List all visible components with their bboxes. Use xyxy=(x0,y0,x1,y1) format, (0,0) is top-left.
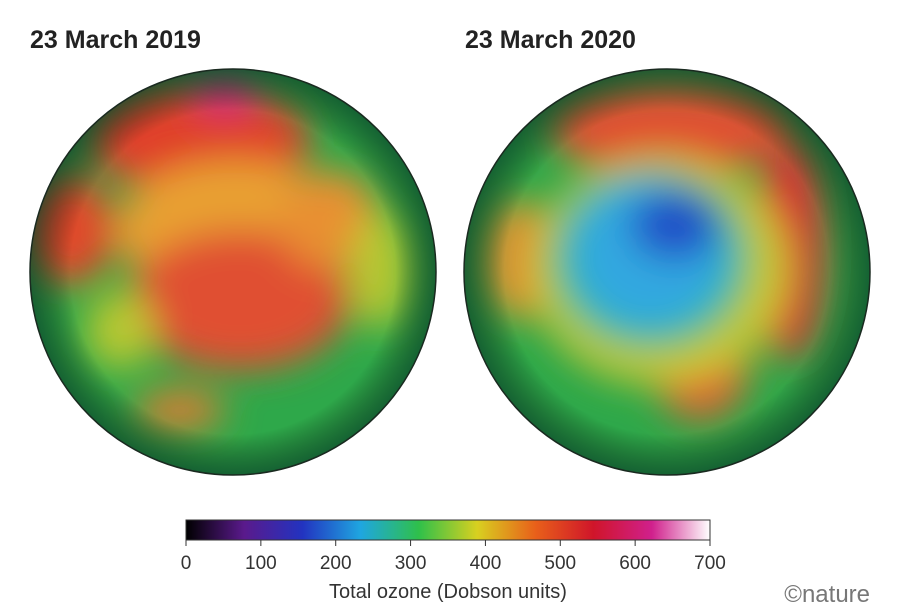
colorbar xyxy=(185,519,711,541)
globe-outline xyxy=(463,68,871,476)
panel-title: 23 March 2020 xyxy=(465,26,636,54)
tick-label: 700 xyxy=(694,553,726,574)
tick-label: 500 xyxy=(544,553,576,574)
tick-label: 600 xyxy=(619,553,651,574)
panel-title: 23 March 2019 xyxy=(30,26,201,54)
tick-label: 400 xyxy=(470,553,502,574)
tick-label: 0 xyxy=(181,553,192,574)
tick-label: 100 xyxy=(245,553,277,574)
credit: ©nature xyxy=(784,581,870,608)
globe-outline xyxy=(29,68,437,476)
colorbar-label: Total ozone (Dobson units) xyxy=(329,581,567,603)
tick-label: 200 xyxy=(320,553,352,574)
globe-2020 xyxy=(464,69,870,475)
tick-label: 300 xyxy=(395,553,427,574)
globe-2019 xyxy=(30,69,436,475)
